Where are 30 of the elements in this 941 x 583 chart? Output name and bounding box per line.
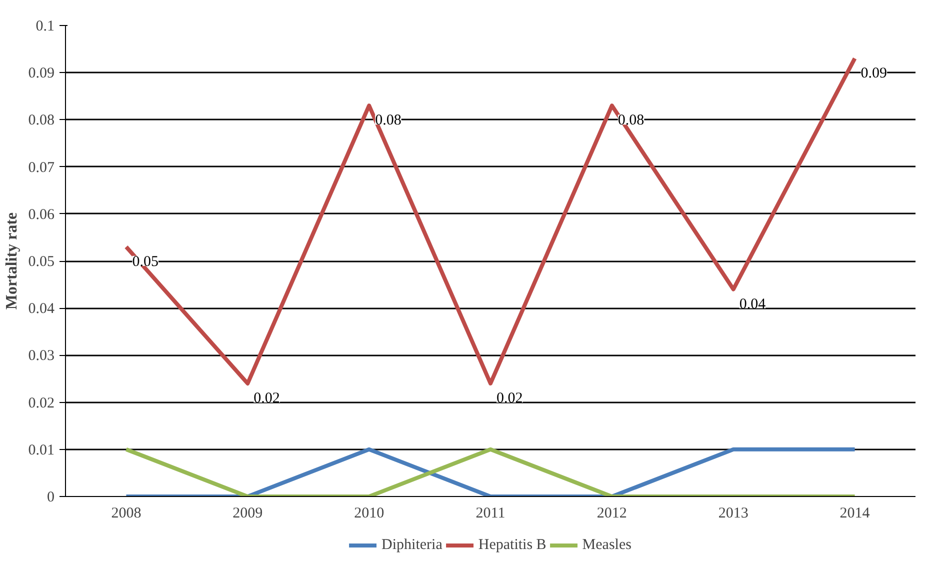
data-label: 0.04 (739, 296, 766, 312)
legend-label: Hepatitis B (478, 536, 546, 554)
x-tick-label: 2008 (111, 506, 142, 522)
line-series (124, 56, 857, 386)
x-tick-label: 2009 (232, 506, 263, 522)
x-tick-label: 2011 (476, 506, 506, 522)
y-tick-label: 0 (47, 490, 54, 506)
data-label: 0.08 (618, 112, 644, 129)
y-tick-label: 0.07 (28, 160, 55, 176)
x-tick-label: 2010 (354, 506, 384, 522)
data-label: 0.02 (254, 390, 280, 406)
y-tick-label: 0.09 (28, 66, 54, 82)
x-tick-label: 2014 (840, 506, 870, 522)
x-tick-label: 2012 (596, 506, 627, 522)
x-tick-label: 2013 (718, 506, 748, 522)
y-tick-label: 0.03 (28, 348, 54, 364)
y-tick-label: 0.06 (28, 206, 55, 223)
data-label: 0.08 (375, 112, 402, 129)
y-tick-label: 0.05 (28, 254, 54, 270)
y-axis-title: Mortality rate (3, 212, 20, 310)
data-label: 0.05 (132, 254, 158, 270)
data-label: 0.02 (496, 390, 523, 406)
y-tick-label: 0.02 (28, 395, 54, 412)
y-tick-label: 0.01 (28, 442, 54, 458)
legend-label: Measles (582, 536, 632, 554)
y-tick-label: 0.04 (28, 301, 55, 318)
legend-label: Diphiteria (382, 536, 442, 554)
data-label: 0.09 (860, 65, 888, 82)
y-tick-label: 0.08 (28, 112, 54, 129)
y-tick-label: 0.1 (36, 18, 54, 34)
